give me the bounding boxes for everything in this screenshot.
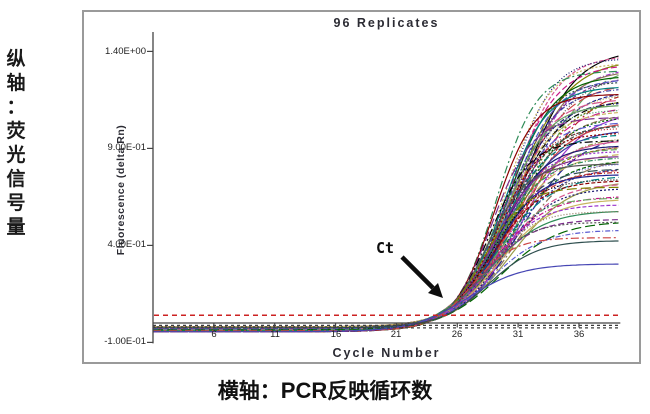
- x-tick-label: 16: [330, 329, 342, 340]
- ct-annotation-label: Ct: [376, 239, 395, 257]
- y-axis-caption-chinese: 纵 轴 ： 荧 光 信 号 量: [3, 48, 29, 240]
- x-tick-label: 11: [270, 329, 280, 340]
- caption-char: 号: [6, 193, 26, 214]
- x-tick-label: 21: [390, 329, 402, 340]
- caption-char: ：: [6, 97, 26, 118]
- caption-pcr: PCR: [280, 378, 328, 403]
- y-tick-label: 9.00E-01: [107, 142, 146, 153]
- y-tick-label: 1.40E+00: [105, 46, 146, 57]
- caption-char: 纵: [6, 49, 26, 70]
- chart-title: 96 Replicates: [333, 16, 440, 30]
- caption-char: 量: [6, 217, 26, 238]
- x-axis-caption-chinese: 横轴：PCR反映循环数: [0, 375, 650, 405]
- x-tick-label: 26: [451, 329, 463, 340]
- caption-char: 信: [6, 169, 26, 190]
- caption-suffix: 反映循环数: [327, 379, 433, 403]
- caption-char: 轴: [6, 73, 26, 94]
- caption-char: 荧: [6, 121, 26, 142]
- x-tick-label: 6: [211, 329, 217, 340]
- caption-prefix: 横轴：: [217, 379, 281, 403]
- x-tick-label: 31: [512, 329, 524, 340]
- y-tick-label: 4.00E-01: [107, 239, 146, 250]
- y-tick-label: -1.00E-01: [104, 336, 146, 347]
- x-tick-label: 36: [573, 329, 585, 340]
- x-axis-label: Cycle Number: [332, 346, 441, 360]
- caption-char: 光: [6, 145, 26, 166]
